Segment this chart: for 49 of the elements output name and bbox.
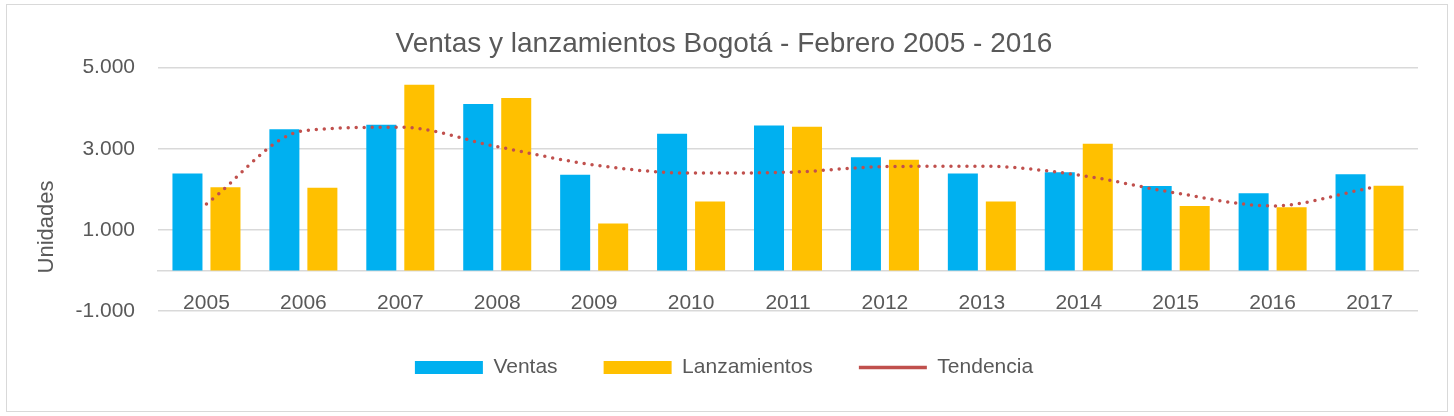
chart-title: Ventas y lanzamientos Bogotá - Febrero 2005 - 2016 (395, 26, 1053, 58)
bar (598, 223, 629, 271)
y-tick-label: 1.000 (82, 216, 135, 240)
y-axis-title: Unidades (33, 180, 59, 274)
x-tick-label: 2007 (376, 289, 424, 313)
y-tick-label: 5.000 (82, 54, 135, 78)
y-tick-label: 3.000 (82, 135, 135, 159)
bar (307, 187, 338, 271)
x-tick-label: 2017 (1346, 289, 1393, 313)
bar (1276, 207, 1307, 271)
bar (1044, 172, 1075, 271)
x-tick-label: 2010 (667, 289, 715, 313)
bar (754, 125, 785, 271)
x-tick-label: 2008 (473, 289, 521, 313)
bar (1082, 143, 1113, 271)
bar (269, 129, 300, 271)
bar (463, 104, 494, 271)
legend-label: Ventas (493, 354, 558, 378)
bar (985, 201, 1016, 271)
bar (695, 201, 726, 271)
bar (1335, 174, 1366, 271)
bar (560, 174, 591, 271)
x-tick-label: 2005 (183, 289, 230, 313)
bar (657, 133, 688, 271)
x-tick-label: 2016 (1249, 289, 1296, 313)
bar (366, 124, 397, 271)
bar (1373, 185, 1404, 271)
bar (1179, 205, 1210, 271)
bar (791, 126, 822, 271)
x-tick-label: 2015 (1152, 289, 1200, 313)
bar (404, 84, 435, 271)
bar (1238, 193, 1269, 271)
bar (501, 98, 532, 271)
y-tick-label: -1.000 (75, 297, 135, 321)
legend-label: Tendencia (937, 354, 1034, 378)
line-series (204, 125, 1372, 208)
bar (210, 187, 241, 271)
x-tick-label: 2014 (1055, 289, 1103, 313)
bar (850, 157, 881, 271)
legend-label: Lanzamientos (682, 354, 813, 378)
x-tick-label: 2012 (861, 289, 909, 313)
x-tick-label: 2013 (958, 289, 1006, 313)
bar (1141, 186, 1172, 271)
bar (172, 173, 203, 271)
x-tick-label: 2006 (280, 289, 327, 313)
bar (888, 159, 919, 271)
bar (947, 173, 978, 271)
x-tick-label: 2011 (765, 289, 811, 313)
x-tick-label: 2009 (570, 289, 618, 313)
